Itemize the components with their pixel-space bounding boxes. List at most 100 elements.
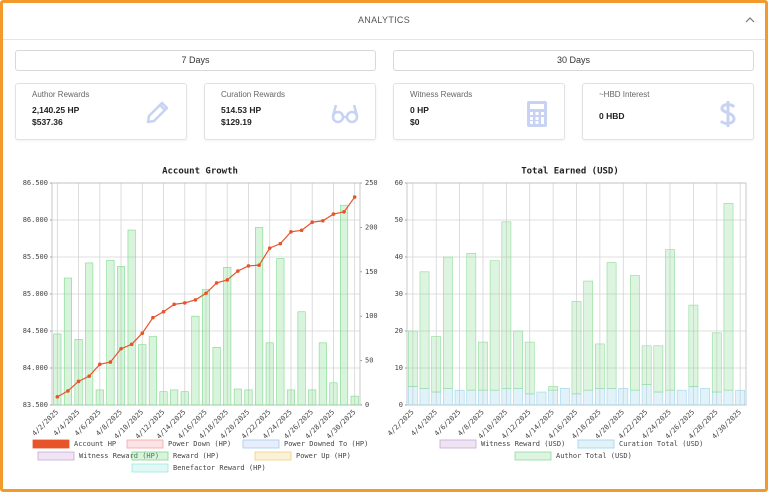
bar	[454, 389, 465, 406]
bar	[95, 389, 104, 406]
bar	[606, 262, 617, 389]
bar	[159, 391, 168, 406]
bar	[489, 260, 500, 391]
bar	[571, 393, 582, 406]
bar	[223, 267, 232, 406]
legend-swatch	[514, 451, 552, 461]
legend-swatch	[439, 439, 477, 449]
bar	[265, 342, 274, 406]
card-label: Witness Rewards	[410, 90, 473, 99]
line-point	[87, 374, 91, 378]
legend-label: Witness Reward (HP)	[79, 452, 159, 460]
bar	[85, 262, 94, 406]
bar	[443, 256, 453, 389]
bar	[513, 330, 523, 389]
line-point	[321, 218, 325, 223]
bar	[419, 388, 430, 406]
line-point	[129, 342, 134, 347]
line-point	[352, 195, 357, 199]
bar	[340, 204, 349, 406]
bar	[201, 289, 211, 406]
bar	[688, 386, 699, 406]
card-value: $0	[410, 117, 420, 127]
y2-tick-label: 200	[365, 223, 378, 231]
bar	[431, 336, 442, 393]
line-point	[289, 230, 293, 234]
legend-label: Reward (HP)	[173, 452, 219, 460]
bar	[419, 271, 430, 389]
card-value: 514.53 HP	[221, 105, 262, 115]
line-point	[257, 263, 261, 267]
legend-label: Witness Reward (USD)	[481, 440, 565, 448]
y2-tick-label: 150	[365, 268, 378, 276]
y-tick-label: 85.000	[23, 290, 48, 298]
bar	[711, 332, 722, 393]
period-button[interactable]: 30 Days	[393, 50, 754, 71]
bar	[641, 345, 652, 385]
card-value: $129.19	[221, 117, 252, 127]
bar	[297, 311, 306, 406]
line-point	[267, 246, 272, 250]
bar	[548, 389, 558, 406]
line-point	[97, 362, 102, 367]
bar	[735, 389, 746, 406]
bar	[630, 389, 640, 406]
line-point	[342, 210, 346, 214]
bar	[711, 391, 722, 406]
bar	[653, 345, 664, 393]
bar	[350, 395, 359, 406]
legend-label: Account HP	[74, 440, 116, 448]
bar	[74, 338, 83, 406]
y2-tick-label: 250	[365, 179, 378, 187]
calculator-icon	[527, 101, 547, 127]
bar	[286, 389, 295, 406]
bar	[255, 227, 264, 406]
bar	[536, 391, 547, 406]
card-label: ~HBD Interest	[599, 90, 650, 99]
bar	[53, 333, 62, 406]
bar	[308, 389, 317, 406]
bar	[276, 258, 285, 406]
period-button[interactable]: 7 Days	[15, 50, 376, 71]
line-point	[108, 360, 113, 364]
bar	[489, 389, 500, 406]
line-point	[140, 331, 145, 336]
y2-tick-label: 100	[365, 312, 378, 320]
bar	[688, 304, 699, 387]
bar	[466, 389, 477, 406]
legend-label: Curation Total (USD)	[619, 440, 703, 448]
bar	[595, 343, 605, 389]
y-tick-label: 30	[395, 290, 403, 298]
bar	[407, 330, 418, 387]
stat-card: Curation Rewards 514.53 HP $129.19	[204, 83, 376, 140]
line-point	[214, 281, 219, 285]
bar	[676, 389, 687, 406]
stat-card: Author Rewards 2,140.25 HP $537.36	[15, 83, 187, 140]
bar	[501, 388, 512, 406]
legend-label: Power Downed To (HP)	[284, 440, 368, 448]
legend-swatch	[577, 439, 615, 449]
legend-label: Author Total (USD)	[556, 452, 632, 460]
card-value: 0 HBD	[599, 111, 625, 121]
bar	[665, 389, 675, 406]
y-tick-label: 84.500	[23, 327, 48, 335]
line-point	[119, 346, 123, 351]
legend-swatch	[32, 439, 70, 449]
bar	[180, 391, 189, 406]
bar	[106, 259, 115, 406]
bar	[559, 388, 570, 406]
panel-header[interactable]: ANALYTICS	[3, 3, 765, 40]
bar	[148, 336, 157, 406]
line-point	[161, 309, 166, 314]
card-value: $537.36	[32, 117, 63, 127]
legend-swatch	[37, 451, 75, 461]
line-point	[236, 269, 240, 273]
bar	[443, 388, 453, 406]
collapse-icon[interactable]	[745, 16, 755, 24]
stat-card: ~HBD Interest 0 HBD	[582, 83, 754, 140]
line-point	[55, 395, 60, 399]
dollar-icon	[719, 101, 736, 127]
bar	[513, 388, 523, 406]
bar	[524, 341, 535, 395]
bar	[233, 388, 242, 406]
